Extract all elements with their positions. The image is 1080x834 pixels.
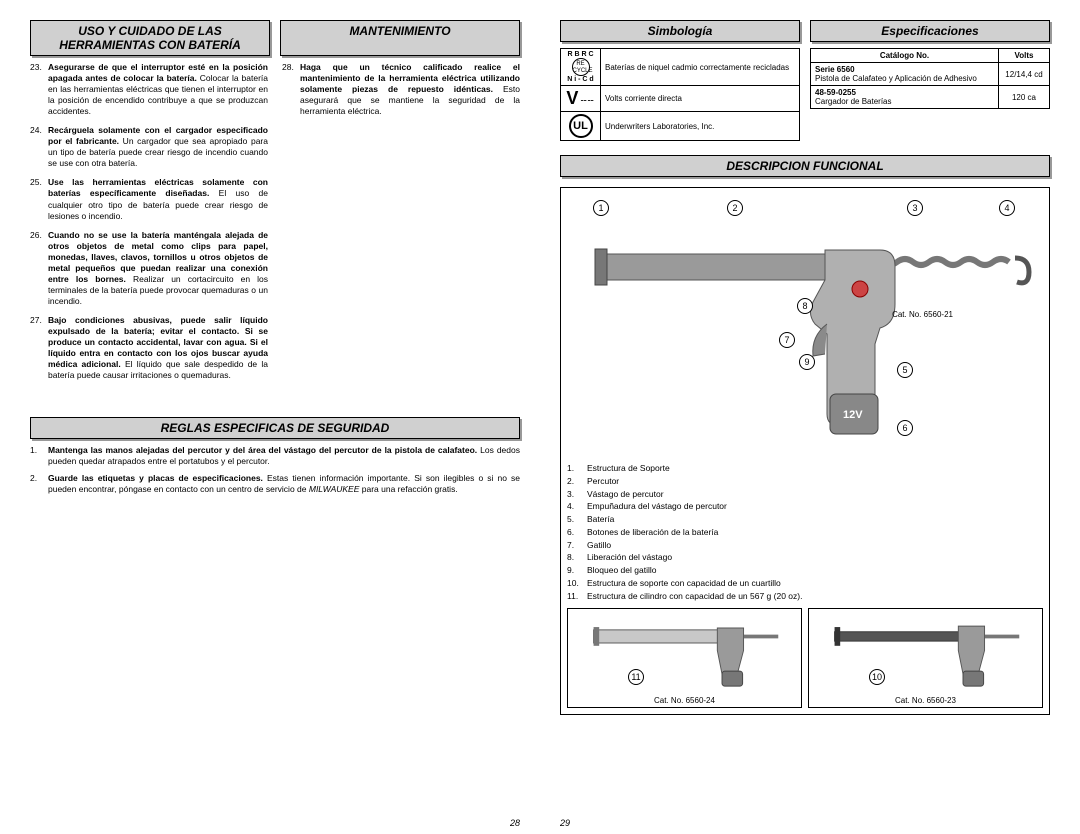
variant-right: 10 Cat. No. 6560-23 [808, 608, 1043, 708]
left-col-2: Haga que un técnico calificado realice e… [282, 62, 520, 389]
specifications-table: Catálogo No.VoltsSerie 6560Pistola de Ca… [810, 48, 1050, 109]
list-item: Haga que un técnico calificado realice e… [282, 62, 520, 117]
maintenance-list: Haga que un técnico calificado realice e… [282, 62, 520, 117]
list-item: Bajo condiciones abusivas, puede salir l… [30, 315, 268, 381]
table-header-row: Catálogo No.Volts [811, 49, 1050, 63]
list-item: Empuñadura del vástago de percutor [567, 500, 1043, 513]
left-headers-row: USO Y CUIDADO DE LAS HERRAMIENTAS CON BA… [30, 20, 520, 62]
symbology-table: R B R CRECYCLEN i - C dBaterías de nique… [560, 48, 800, 141]
list-item: Liberación del vástago [567, 551, 1043, 564]
callout-4: 4 [999, 200, 1015, 216]
caulk-gun-svg: 12V [567, 194, 1043, 454]
symbology-section: Simbología R B R CRECYCLEN i - C dBaterí… [560, 20, 800, 141]
callout-6: 6 [897, 420, 913, 436]
list-item: Gatillo [567, 539, 1043, 552]
callout-9: 9 [799, 354, 815, 370]
callout-3: 3 [907, 200, 923, 216]
recycle-icon: R B R CRECYCLEN i - C d [561, 49, 601, 86]
list-item: Asegurarse de que el interruptor esté en… [30, 62, 268, 117]
list-item: Percutor [567, 475, 1043, 488]
header-maintenance: MANTENIMIENTO [280, 20, 520, 56]
page-right: Simbología R B R CRECYCLEN i - C dBaterí… [540, 20, 1050, 824]
list-item: Recárguela solamente con el cargador esp… [30, 125, 268, 169]
callout-7: 7 [779, 332, 795, 348]
spec-header-volts: Volts [998, 49, 1049, 63]
table-row: Serie 6560Pistola de Calafateo y Aplicac… [811, 63, 1050, 86]
safety-rules-list: Mantenga las manos alejadas del percutor… [30, 445, 520, 495]
parts-list: Estructura de SoportePercutorVástago de … [567, 462, 1043, 602]
header-functional-description: DESCRIPCION FUNCIONAL [560, 155, 1050, 177]
ul-icon: UL [561, 112, 601, 141]
volts-icon: V ╌╌ [561, 86, 601, 112]
list-item: Estructura de cilindro con capacidad de … [567, 590, 1043, 603]
left-text-columns: Asegurarse de que el interruptor esté en… [30, 62, 520, 389]
functional-description-box: 12V 1 2 3 4 5 6 7 8 9 Cat. No. 6560-21 E… [560, 187, 1050, 715]
left-col-1: Asegurarse de que el interruptor esté en… [30, 62, 268, 389]
specifications-section: Especificaciones Catálogo No.VoltsSerie … [810, 20, 1050, 141]
variant-row: 11 Cat. No. 6560-24 10 Cat. No. 6560-23 [567, 608, 1043, 708]
page-number-right: 29 [560, 818, 570, 828]
spec-volts: 120 ca [998, 86, 1049, 109]
page-left: USO Y CUIDADO DE LAS HERRAMIENTAS CON BA… [30, 20, 540, 824]
list-item: Vástago de percutor [567, 488, 1043, 501]
table-row: V ╌╌Volts corriente directa [561, 86, 800, 112]
list-item: Botones de liberación de la batería [567, 526, 1043, 539]
callout-2: 2 [727, 200, 743, 216]
callout-5: 5 [897, 362, 913, 378]
list-item: Use las herramientas eléctricas solament… [30, 177, 268, 221]
variant-right-svg [813, 613, 1038, 688]
table-row: 48-59-0255Cargador de Baterías120 ca [811, 86, 1050, 109]
list-item: Mantenga las manos alejadas del percutor… [30, 445, 520, 467]
care-list: Asegurarse de que el interruptor esté en… [30, 62, 268, 381]
header-symbology: Simbología [560, 20, 800, 42]
list-item: Estructura de soporte con capacidad de u… [567, 577, 1043, 590]
callout-8: 8 [797, 298, 813, 314]
symbol-description: Underwriters Laboratories, Inc. [601, 112, 800, 141]
main-cat-no: Cat. No. 6560-21 [892, 310, 953, 319]
spec-cat: 48-59-0255Cargador de Baterías [811, 86, 999, 109]
list-item: Estructura de Soporte [567, 462, 1043, 475]
main-tool-illustration: 12V 1 2 3 4 5 6 7 8 9 Cat. No. 6560-21 [567, 194, 1043, 454]
variant-left: 11 Cat. No. 6560-24 [567, 608, 802, 708]
svg-text:12V: 12V [843, 409, 863, 421]
table-row: ULUnderwriters Laboratories, Inc. [561, 112, 800, 141]
symbol-description: Volts corriente directa [601, 86, 800, 112]
variant-left-cat: Cat. No. 6560-24 [654, 696, 715, 705]
header-battery-care: USO Y CUIDADO DE LAS HERRAMIENTAS CON BA… [30, 20, 270, 56]
spec-volts: 12/14,4 cd [998, 63, 1049, 86]
symbol-description: Baterías de niquel cadmio correctamente … [601, 49, 800, 86]
variant-right-cat: Cat. No. 6560-23 [895, 696, 956, 705]
right-top-row: Simbología R B R CRECYCLEN i - C dBaterí… [560, 20, 1050, 141]
header-specifications: Especificaciones [810, 20, 1050, 42]
page-number-left: 28 [510, 818, 520, 828]
variant-left-svg [572, 613, 797, 688]
spec-cat: Serie 6560Pistola de Calafateo y Aplicac… [811, 63, 999, 86]
list-item: Bloqueo del gatillo [567, 564, 1043, 577]
table-row: R B R CRECYCLEN i - C dBaterías de nique… [561, 49, 800, 86]
callout-1: 1 [593, 200, 609, 216]
header-safety-rules: REGLAS ESPECIFICAS DE SEGURIDAD [30, 417, 520, 439]
spec-header-cat: Catálogo No. [811, 49, 999, 63]
list-item: Batería [567, 513, 1043, 526]
list-item: Cuando no se use la batería manténgala a… [30, 230, 268, 307]
list-item: Guarde las etiquetas y placas de especif… [30, 473, 520, 495]
